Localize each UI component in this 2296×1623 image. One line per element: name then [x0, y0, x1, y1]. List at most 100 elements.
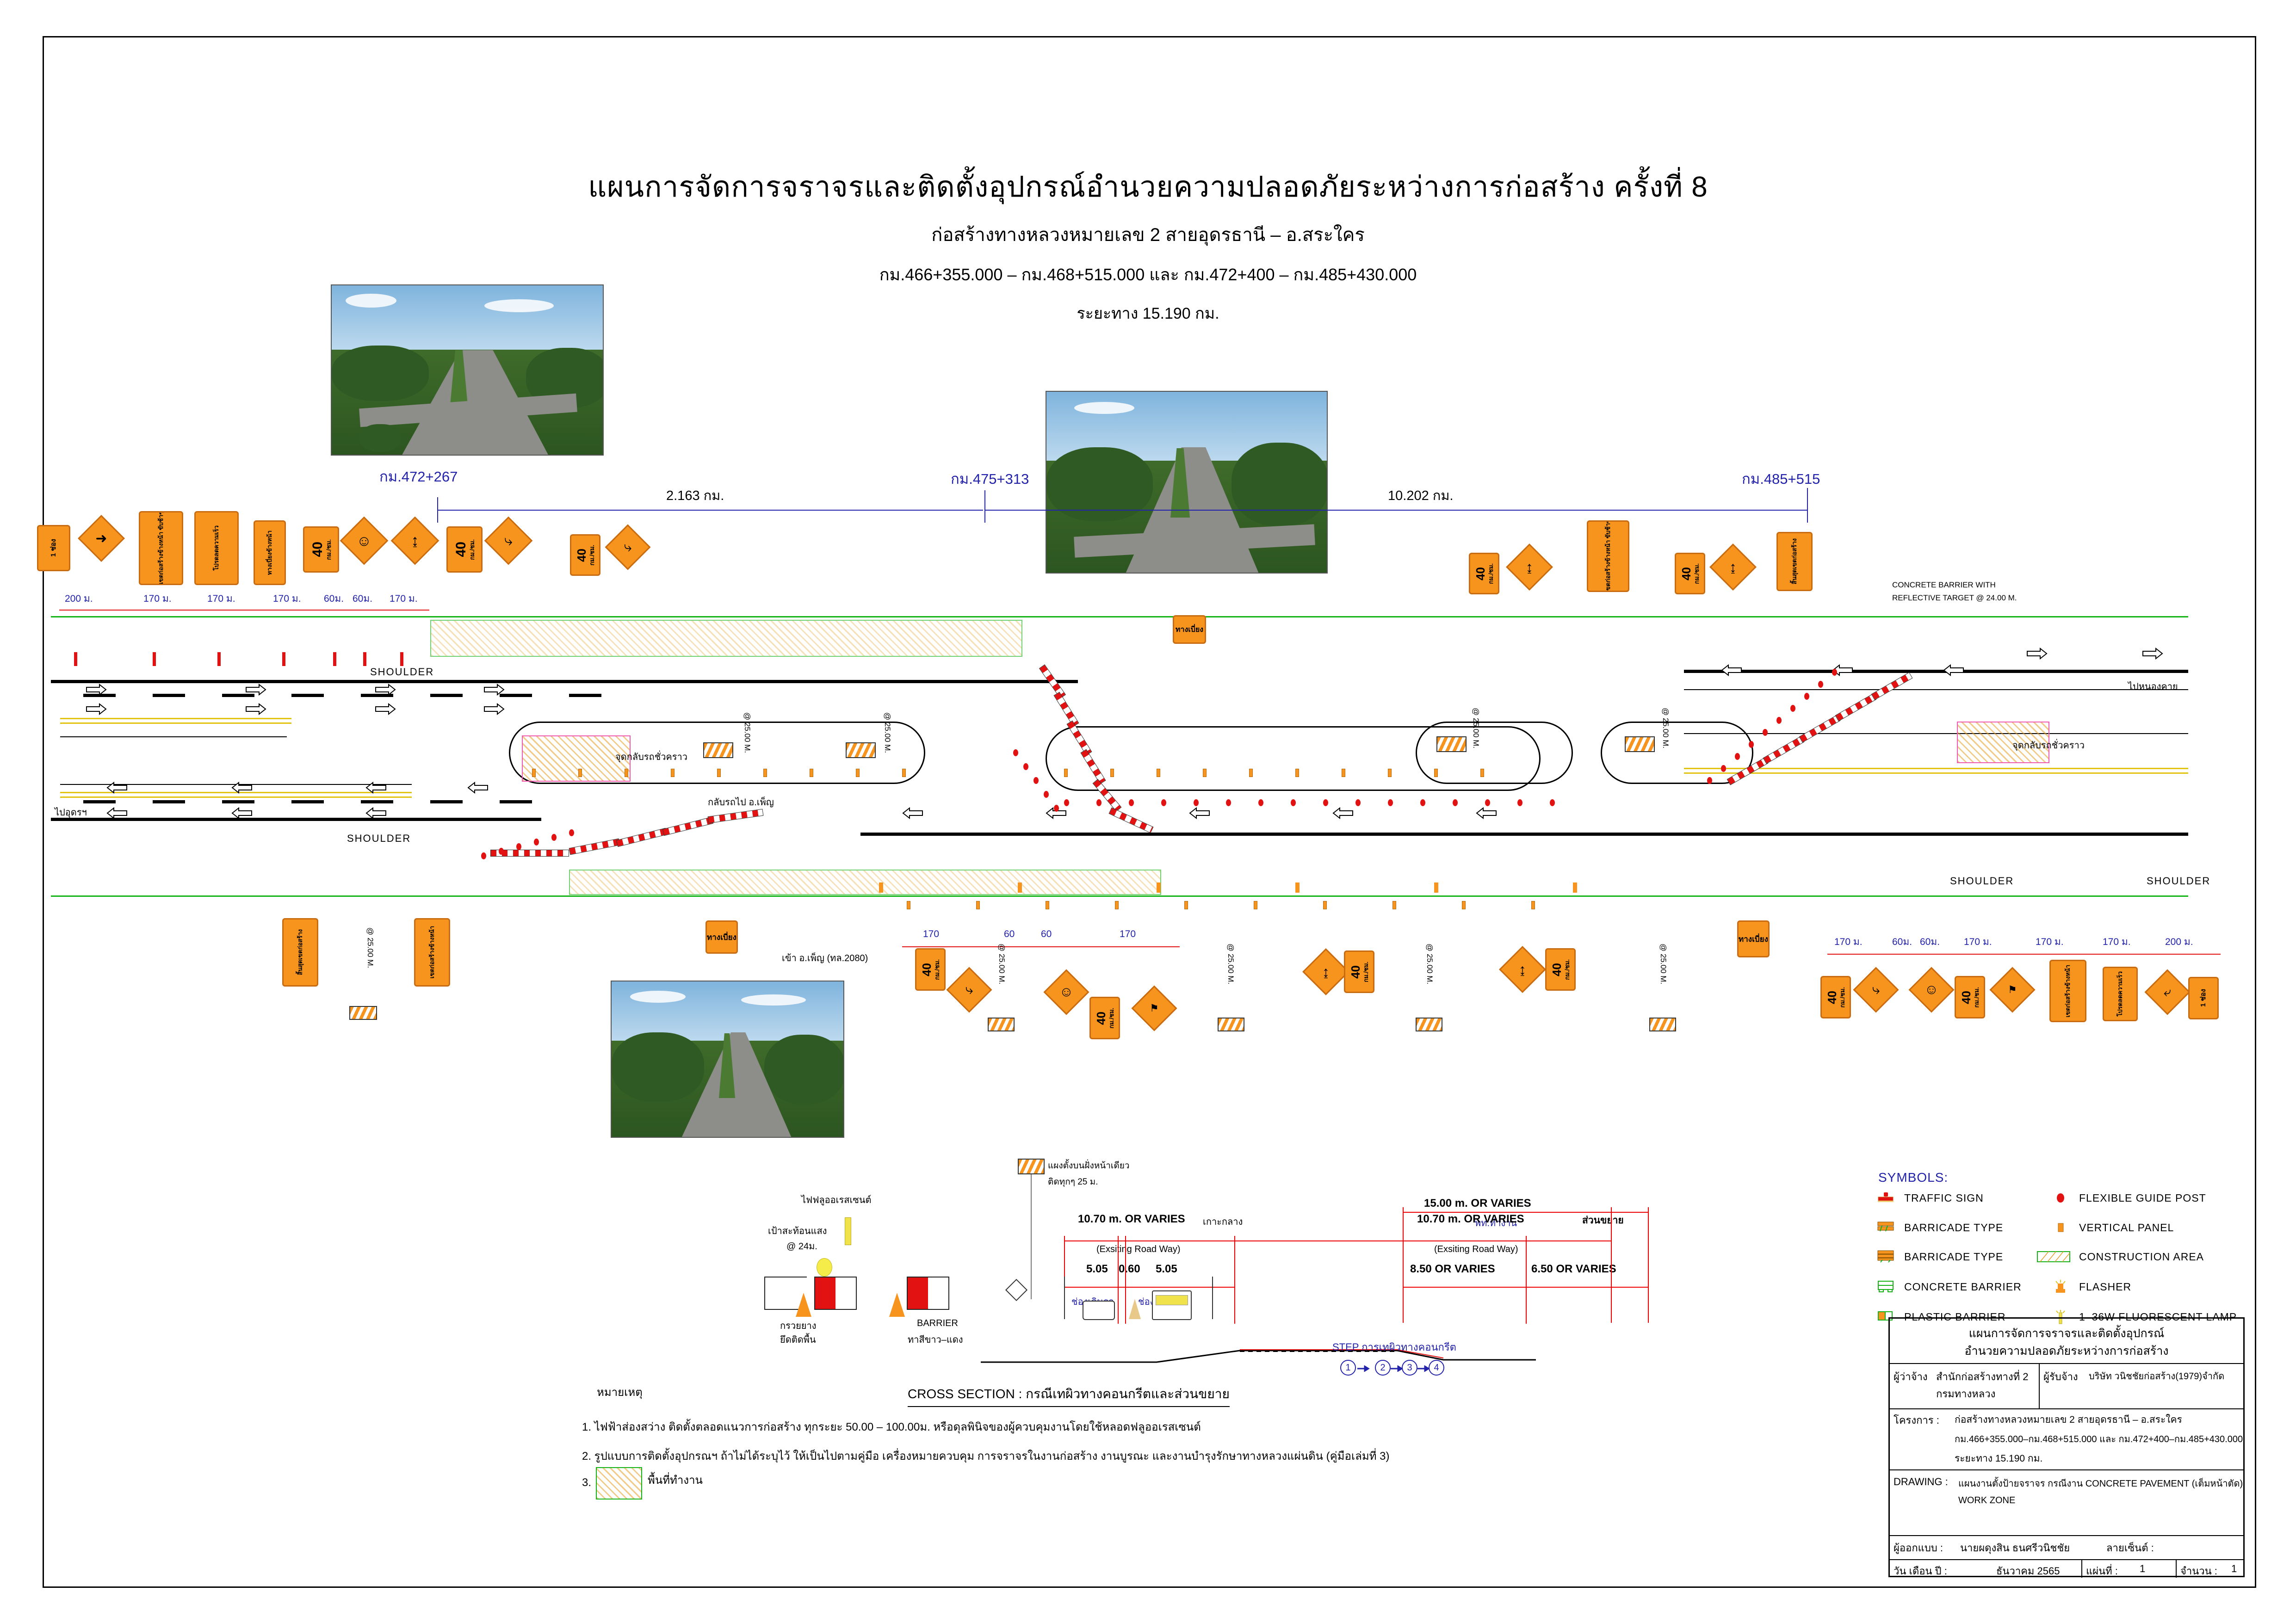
sign-speed-40-left-2[interactable]: 40 กม./ชม. — [446, 526, 483, 573]
aerial-photo-left — [331, 284, 604, 456]
sign-speed-40-right-1[interactable]: 40 กม./ชม. — [1469, 553, 1499, 594]
sign-lane-shift-right-1[interactable]: ↨ — [1506, 543, 1553, 591]
sign-speed-unit-bm3: กม./ชม. — [1362, 961, 1370, 982]
sign-construction-ahead-left[interactable]: เขตก่อสร้างข้างหน้า ขับช้าๆ — [139, 511, 183, 585]
sign-end-work-right[interactable]: สิ้นสุดเขตก่อสร้าง — [1776, 532, 1813, 591]
sign-reduce-speed-br-2[interactable]: โปรดลดความเร็ว — [2103, 967, 2138, 1021]
cone-label-l1: กรวยยาง — [780, 1321, 817, 1331]
vpanel-note-icon — [1018, 1159, 1045, 1174]
cs-right-total: 15.00 m. OR VARIES — [1424, 1197, 1531, 1210]
spacing-left-0: 200 ม. — [65, 593, 93, 604]
sign-lane-shift-right-2[interactable]: ↨ — [1709, 543, 1757, 591]
sign-detour-arrow-left[interactable]: ⤷ — [605, 524, 651, 570]
sign-worker-left[interactable]: ☺ — [340, 516, 389, 565]
sign-end-work-bottom-left[interactable]: สิ้นสุดเขตก่อสร้าง — [282, 918, 318, 987]
spacing-left-1: 170 ม. — [143, 593, 172, 604]
sign-worker-br[interactable]: ☺ — [1908, 967, 1955, 1013]
sign-curve-left[interactable]: ⤷ — [484, 516, 533, 565]
sign-merge-left-1[interactable]: ➜ — [78, 515, 125, 562]
sign-speed-40-bm-4[interactable]: 40 กม./ชม. — [1545, 948, 1576, 991]
sign-detour-left[interactable]: ทางเบี่ยงข้างหน้า — [254, 520, 286, 585]
tb-drawing-label: DRAWING : — [1894, 1476, 1948, 1487]
barricade-b2 — [1218, 1018, 1244, 1031]
right-road-line-1 — [1684, 689, 2188, 690]
cs-right-a: 8.50 OR VARIES — [1410, 1263, 1495, 1275]
note-2: 2. รูปแบบการติดตั้งอุปกรณฯ ถ้าไม่ได้ระบุ… — [582, 1450, 1390, 1463]
cs-left-c: 5.05 — [1156, 1263, 1177, 1275]
sign-speed-40-left-3[interactable]: 40 กม./ชม. — [570, 534, 600, 576]
sign-speed-unit-bm2: กม./ชม. — [1108, 1007, 1115, 1029]
cs-v-5 — [1403, 1207, 1404, 1323]
temp-uturn-area-2 — [1957, 722, 2049, 763]
cross-section-heading: CROSS SECTION : กรณีเทผิวทางคอนกรีตและส่… — [908, 1384, 1230, 1407]
sign-reduce-speed-br[interactable]: เขตก่อสร้างข้างหน้า — [2049, 960, 2086, 1022]
spacing-dim-line-left — [59, 610, 429, 611]
barricade-type-a-icon — [1875, 1220, 1897, 1235]
sign-speed-40-bm-1[interactable]: 40 กม./ชม. — [915, 948, 946, 991]
sign-speed-40-left-1[interactable]: 40 กม./ชม. — [303, 526, 339, 573]
median-yellow-3 — [60, 792, 412, 793]
vpanel-note-l1: แผงตั้งบนฝั่งหน้าเดียว — [1048, 1161, 1130, 1171]
cs-right-b: 6.50 OR VARIES — [1531, 1263, 1616, 1275]
sign-reduce-speed-bottom-left[interactable]: เขตก่อสร้างข้างหน้า — [414, 918, 450, 987]
sign-speed-40-br-1[interactable]: 40 กม./ชม. — [1820, 976, 1851, 1018]
tb-sheet-label: แผ่นที่ : — [2086, 1565, 2118, 1577]
sign-lane-text: 1 ช่อง — [50, 539, 58, 557]
sign-detour-bottom-mid[interactable]: ทางเบี่ยง — [706, 920, 738, 954]
sign-construction-ahead-right[interactable]: เขตก่อสร้างข้างหน้า ขับช้าๆ — [1587, 520, 1629, 592]
spacing-25m-2: @ 25.00 M. — [883, 712, 892, 753]
sign-speed-40-bm-2[interactable]: 40 กม./ชม. — [1089, 997, 1120, 1039]
sign-speed-bm2: 40 — [1094, 1011, 1108, 1025]
construction-area-icon — [2036, 1249, 2072, 1265]
roadway-green-edge-top — [51, 616, 2188, 617]
sign-lane-shift-left[interactable]: ↨ — [390, 516, 439, 565]
symbol-label-flasher: FLASHER — [2079, 1280, 2132, 1293]
sign-lane-shift-bm[interactable]: ↨ — [1302, 948, 1349, 995]
construction-area-top — [430, 620, 1022, 657]
label-to-nongkhai: ไปหนองคาย — [2128, 682, 2178, 692]
sign-lane-1-br[interactable]: 1 ช่อง — [2188, 977, 2219, 1019]
station-label-right: กม.485+515 — [1742, 471, 1820, 487]
sign-detour-mid-top[interactable]: ทางเบี่ยง — [1173, 615, 1206, 644]
sign-lane-shift-bm-2[interactable]: ↨ — [1499, 946, 1546, 993]
barrier-label-l2: ทาสีขาว–แดง — [908, 1335, 963, 1345]
subtitle-length: ระยะทาง 15.190 กม. — [1077, 305, 1219, 322]
sign-worker-bm[interactable]: ☺ — [1043, 969, 1089, 1015]
sign-curve-bm-1[interactable]: ⤷ — [946, 967, 992, 1013]
sign-speed-40-right-2[interactable]: 40 กม./ชม. — [1675, 553, 1705, 594]
sign-flagman-bm[interactable]: ⚑ — [1131, 985, 1177, 1031]
tb-project-l3: ระยะทาง 15.190 กม. — [1955, 1453, 2043, 1464]
tb-row-project — [1890, 1408, 2243, 1469]
uturn-island-1 — [509, 722, 925, 784]
note-3: พื้นที่ทำงาน — [648, 1474, 703, 1487]
sign-lane-1-left[interactable]: 1 ช่อง — [37, 525, 70, 571]
symbol-row-guide-post: FLEXIBLE GUIDE POST — [2049, 1190, 2206, 1206]
sign-speed-unit-2: กม./ชม. — [468, 539, 476, 560]
median-yellow-2 — [60, 722, 291, 724]
spacing-25m-b4: @ 25.00 M. — [1659, 944, 1668, 985]
tb-signature-label: ลายเซ็นต์ : — [2106, 1542, 2154, 1554]
spacing-dim-line-right — [1827, 954, 2221, 955]
sign-flagman-br[interactable]: ⚑ — [1989, 967, 2036, 1013]
sign-speed-40-bm-3[interactable]: 40 กม./ชม. — [1344, 950, 1374, 993]
subtitle-stations: กม.466+355.000 – กม.468+515.000 และ กม.4… — [879, 265, 1417, 284]
aerial-photo-center — [1046, 391, 1328, 574]
sign-lane-br-text: 1 ช่อง — [2199, 989, 2208, 1007]
sign-detour-mid-text: ทางเบี่ยง — [1175, 625, 1204, 634]
barricade-b1 — [988, 1018, 1015, 1031]
vehicle-car-icon — [1083, 1301, 1115, 1320]
dimension-line-left — [437, 510, 983, 511]
sign-reduce-speed-left[interactable]: โปรดลดความเร็ว — [194, 511, 239, 585]
cs-v-3 — [1125, 1236, 1126, 1324]
sign-speed-40-br-2[interactable]: 40 กม./ชม. — [1955, 976, 1985, 1018]
sign-merge-br[interactable]: ⤶ — [2144, 969, 2191, 1015]
cs-right-existing-line — [1403, 1240, 1611, 1241]
plastic-barrier-taper-mid — [1034, 664, 1201, 845]
sign-speed-unit-r1: กม./ชม. — [1487, 563, 1495, 584]
step-title: STEP การเทผิวทางคอนกรีต — [1332, 1341, 1456, 1353]
spacing-right-4: 170 ม. — [2036, 937, 2064, 947]
sign-detour-br-text: ทางเบี่ยง — [1739, 934, 1768, 944]
sign-detour-bottom-right[interactable]: ทางเบี่ยง — [1737, 920, 1770, 957]
sign-curve-br[interactable]: ⤷ — [1853, 967, 1899, 1013]
tb-contractor-label: ผู้รับจ้าง — [2043, 1371, 2078, 1382]
